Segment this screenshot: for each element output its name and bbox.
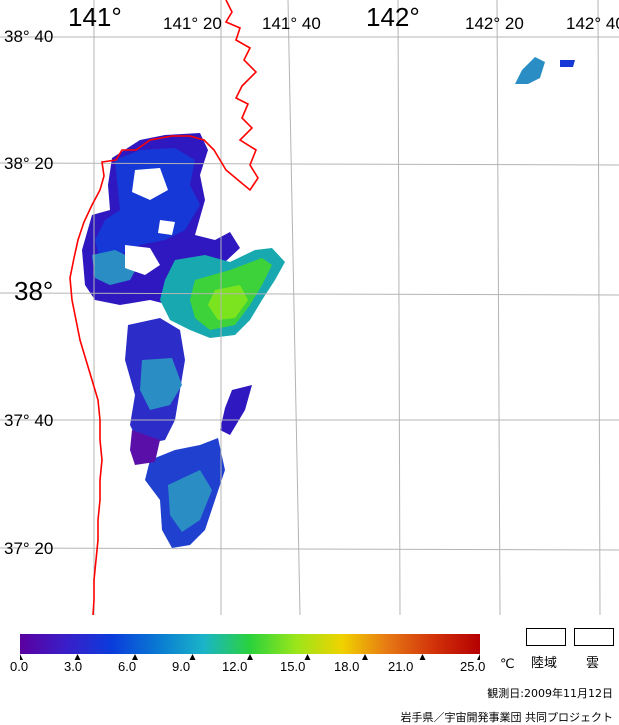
colorbar-tick-mark bbox=[247, 654, 253, 660]
colorbar-tick-mark bbox=[132, 654, 138, 660]
graticule-grid bbox=[0, 0, 619, 615]
colorbar-unit: ℃ bbox=[500, 657, 515, 672]
cloud-hole-2 bbox=[125, 245, 160, 275]
sea-surface-temperature-map bbox=[0, 0, 619, 615]
colorbar-tick-mark bbox=[189, 654, 196, 660]
lon-label-142: 142° bbox=[366, 2, 420, 32]
lat-label-38-40: 38° 40 bbox=[4, 27, 54, 46]
lat-label-38-20: 38° 20 bbox=[4, 154, 54, 173]
sst-data-layer bbox=[82, 57, 575, 548]
lon-label-141-40: 141° 40 bbox=[262, 14, 321, 33]
sst-patch-mid-east bbox=[220, 385, 252, 435]
lon-label-141-20: 141° 20 bbox=[163, 14, 222, 33]
lon-label-142-40: 142° 40 bbox=[566, 14, 619, 33]
colorbar-tick-6: 18.0 bbox=[334, 659, 360, 674]
cloud-legend-swatch bbox=[574, 628, 614, 646]
colorbar-tick-5: 15.0 bbox=[280, 659, 306, 674]
colorbar-tick-mark bbox=[304, 654, 311, 660]
colorbar-tick-mark bbox=[362, 654, 368, 660]
coastline bbox=[69, 0, 259, 615]
observation-date: 観測日:2009年11月12日 bbox=[487, 687, 613, 700]
sst-patch-south-cyan bbox=[168, 470, 212, 532]
lat-label-37-40: 37° 40 bbox=[4, 411, 54, 430]
colorbar-tick-mark bbox=[20, 654, 23, 660]
land-legend-label: 陸域 bbox=[531, 656, 558, 671]
colorbar-tick-4: 12.0 bbox=[222, 659, 248, 674]
colorbar-tick-mark bbox=[419, 654, 426, 660]
lat-label-38: 38° bbox=[14, 276, 54, 306]
sst-patch-northeast bbox=[515, 57, 545, 84]
sst-patch-mid-cyan bbox=[140, 358, 182, 410]
sst-patch-north-blue-2 bbox=[95, 148, 200, 260]
colorbar-tick-mark bbox=[74, 654, 81, 660]
colorbar-tick-3: 9.0 bbox=[172, 659, 191, 674]
colorbar-tick-8: 25.0 bbox=[460, 659, 486, 674]
credit-line: 岩手県／宇宙開発事業団 共同プロジェクト bbox=[400, 711, 614, 724]
lat-label-37-20: 37° 20 bbox=[4, 539, 54, 558]
colorbar-tick-marks bbox=[20, 654, 480, 660]
colorbar-tick-2: 6.0 bbox=[118, 659, 137, 674]
temperature-colorbar bbox=[20, 634, 480, 654]
cloud-hole-1 bbox=[132, 168, 168, 200]
colorbar-tick-7: 21.0 bbox=[388, 659, 414, 674]
colorbar-tick-1: 3.0 bbox=[64, 659, 83, 674]
sst-patch-south-purple bbox=[130, 430, 160, 465]
lon-label-141: 141° bbox=[68, 2, 122, 32]
colorbar-tick-0: 0.0 bbox=[10, 659, 29, 674]
cloud-hole-3 bbox=[158, 220, 175, 235]
land-legend-swatch bbox=[526, 628, 566, 646]
sst-patch-northeast-2 bbox=[560, 60, 575, 67]
lon-label-142-20: 142° 20 bbox=[465, 14, 524, 33]
cloud-legend-label: 雲 bbox=[586, 656, 600, 671]
colorbar-tick-mark bbox=[477, 654, 480, 660]
